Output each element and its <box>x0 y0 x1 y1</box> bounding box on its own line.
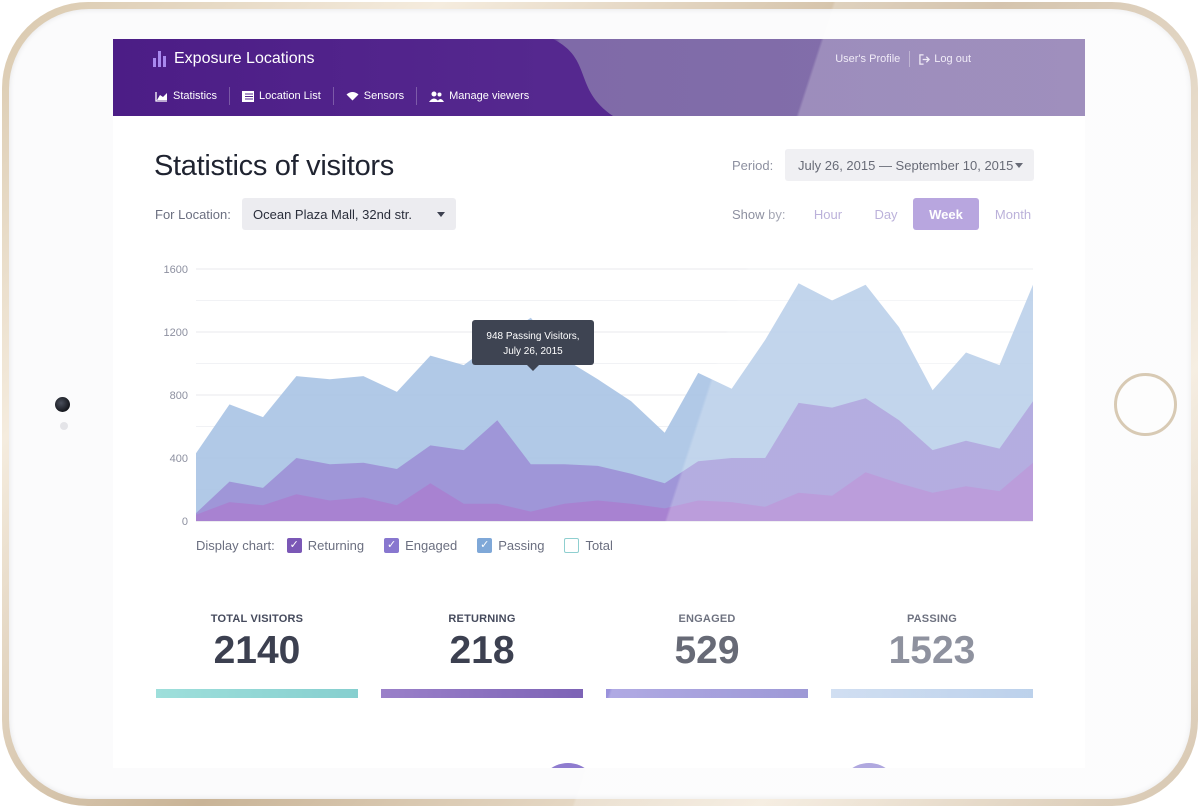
tooltip-line: July 26, 2015 <box>503 346 563 357</box>
stat-total-visitors: TOTAL VISITORS 2140 <box>156 613 358 673</box>
check-icon[interactable]: ✓ <box>286 537 302 553</box>
app-title-text: Exposure Locations <box>174 50 315 67</box>
user-links: User's Profile Log out <box>835 51 971 67</box>
location-dropdown[interactable]: Ocean Plaza Mall, 32nd str. <box>242 198 456 230</box>
tooltip-pointer <box>527 365 539 371</box>
showby-month-button[interactable]: Month <box>994 206 1032 222</box>
legend-item-passing[interactable]: ✓ Passing <box>477 537 545 553</box>
page-title: Statistics of visitors <box>154 150 394 182</box>
area-series-returning <box>196 462 1033 521</box>
app-title[interactable]: Exposure Locations <box>153 49 315 69</box>
stat-value: 1523 <box>888 629 976 672</box>
period-value: July 26, 2015 — September 10, 2015 <box>798 157 1014 173</box>
profile-link[interactable]: User's Profile <box>835 53 901 65</box>
y-tick-label: 800 <box>170 390 188 402</box>
nav-item-location-list[interactable]: Location List <box>230 90 333 102</box>
legend-item-label: Engaged <box>405 537 458 553</box>
donut-chart-preview <box>839 763 899 768</box>
nav-item-label: Location List <box>259 90 321 102</box>
y-tick-label: 1600 <box>164 264 188 276</box>
legend-item-engaged[interactable]: ✓ Engaged <box>384 537 458 553</box>
location-value: Ocean Plaza Mall, 32nd str. <box>253 206 412 222</box>
chart-legend: Display chart: ✓ Returning ✓ Engaged ✓ P… <box>196 536 633 554</box>
header-bar: Exposure Locations User's Profile Log ou… <box>113 39 1085 116</box>
period-dropdown[interactable]: July 26, 2015 — September 10, 2015 <box>785 149 1034 181</box>
showby-label: Show by: <box>732 207 786 222</box>
divider <box>909 51 911 67</box>
nav-item-sensors[interactable]: Sensors <box>334 90 416 102</box>
list-icon <box>242 90 255 102</box>
showby-day-button[interactable]: Day <box>874 206 898 222</box>
nav-divider <box>332 87 334 105</box>
legend-item-label: Passing <box>498 537 545 553</box>
logout-icon <box>919 53 931 65</box>
main-nav: Statistics Location List Sensors <box>143 86 541 106</box>
showby-hour-button[interactable]: Hour <box>813 206 843 222</box>
stat-value: 218 <box>449 629 515 672</box>
stat-bar-passing <box>831 689 1033 698</box>
stat-label: PASSING <box>906 613 958 625</box>
stat-bar-returning <box>381 689 583 698</box>
donut-chart-preview <box>538 763 598 768</box>
y-tick-label: 0 <box>182 516 188 528</box>
nav-divider <box>416 87 418 105</box>
chart-tooltip <box>472 320 594 365</box>
y-tick-label: 1200 <box>164 327 188 339</box>
legend-item-total[interactable]: Total <box>564 537 613 553</box>
legend-item-returning[interactable]: ✓ Returning <box>286 537 365 553</box>
front-camera <box>55 397 70 412</box>
header-wave-decoration <box>533 39 613 116</box>
stat-value: 529 <box>674 629 740 672</box>
nav-item-label: Sensors <box>363 90 405 102</box>
nav-item-label: Manage viewers <box>449 90 530 102</box>
light-sensor <box>60 422 68 430</box>
stat-value: 2140 <box>213 629 301 672</box>
chevron-down-icon <box>437 212 445 217</box>
stat-bar-engaged <box>606 689 808 698</box>
home-button[interactable] <box>1114 373 1177 436</box>
y-tick-label: 400 <box>170 453 188 465</box>
bar-chart-logo-icon <box>153 51 166 67</box>
logout-label: Log out <box>934 53 971 65</box>
showby-week-button[interactable]: Week <box>913 198 979 230</box>
nav-item-manage-viewers[interactable]: Manage viewers <box>417 90 541 102</box>
period-label: Period: <box>732 158 774 173</box>
nav-item-label: Statistics <box>173 90 218 102</box>
visitors-area-chart: 1600 1200 800 400 0 948 Passing Visitors, July… <box>164 264 1033 528</box>
stat-label: RETURNING <box>448 613 516 625</box>
nav-item-statistics[interactable]: Statistics <box>143 90 229 102</box>
area-series-engaged <box>196 398 1033 521</box>
tooltip-line: 948 Passing Visitors, <box>486 331 579 342</box>
area-chart-icon <box>155 91 167 102</box>
check-icon[interactable]: ✓ <box>384 537 400 553</box>
nav-divider <box>229 87 231 105</box>
stat-bar-total <box>156 689 358 698</box>
check-icon[interactable]: ✓ <box>477 537 493 553</box>
logout-link[interactable]: Log out <box>919 53 971 65</box>
users-icon <box>429 91 445 102</box>
stat-returning: RETURNING 218 <box>381 613 583 673</box>
location-label: For Location: <box>155 207 231 222</box>
checkbox-unchecked-icon[interactable] <box>564 537 580 553</box>
stat-engaged: ENGAGED 529 <box>606 613 808 673</box>
legend-title: Display chart: <box>196 537 275 553</box>
legend-item-label: Total <box>585 537 613 553</box>
wifi-icon <box>346 92 359 101</box>
chevron-down-icon <box>1015 163 1023 168</box>
stat-label: ENGAGED <box>678 613 736 625</box>
stat-passing: PASSING 1523 <box>831 613 1033 673</box>
app-screen: Exposure Locations User's Profile Log ou… <box>113 39 1085 768</box>
stat-label: TOTAL VISITORS <box>210 613 304 625</box>
legend-item-label: Returning <box>307 537 365 553</box>
